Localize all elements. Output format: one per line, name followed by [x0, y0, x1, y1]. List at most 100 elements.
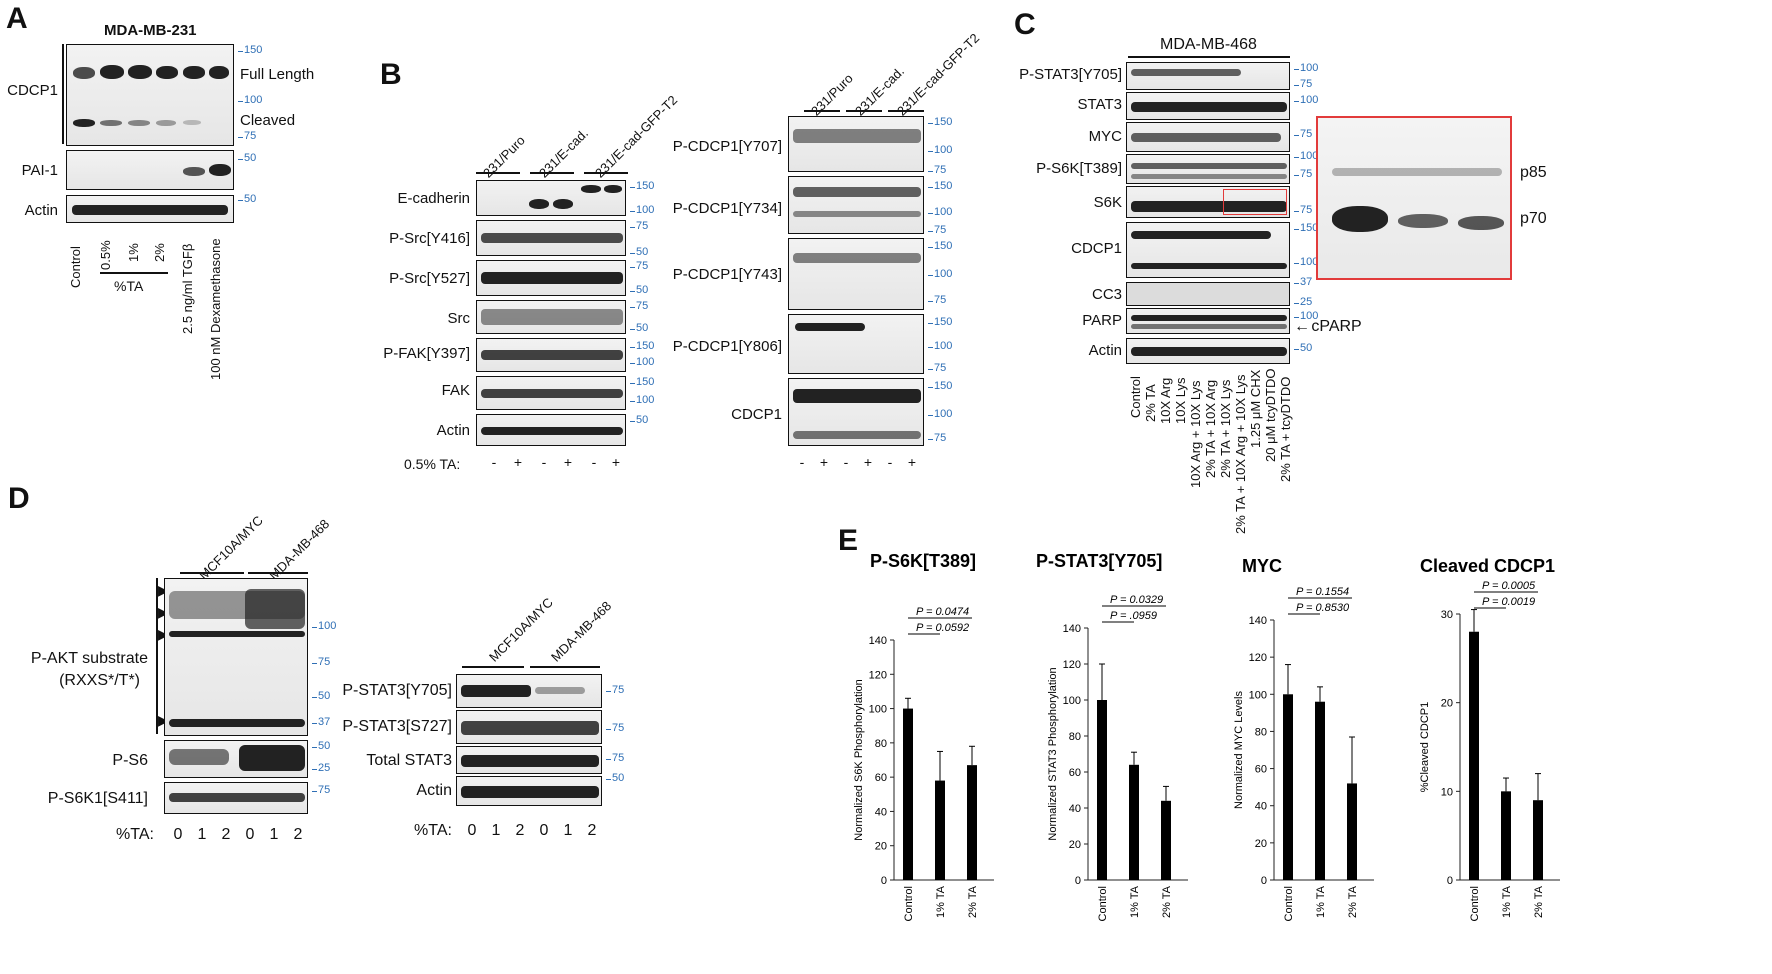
chart-title: Cleaved CDCP1	[1420, 556, 1555, 576]
y-tick-label: 0	[1447, 875, 1453, 887]
mw-label: 50	[237, 152, 257, 164]
mw-label: 100	[629, 204, 655, 216]
panel-d-blot	[164, 578, 308, 736]
ta-value: 2	[587, 822, 597, 839]
panel-d-row-label: Total STAT3	[366, 752, 452, 769]
bar	[1161, 800, 1171, 880]
panel-c-blot	[1126, 338, 1290, 364]
mw-label: 150	[927, 180, 953, 192]
panel-d-blot	[456, 710, 602, 744]
y-tick-label: 100	[1249, 689, 1267, 701]
panel-d-row-label: Actin	[416, 782, 452, 799]
category-label: 1% TA	[1129, 885, 1141, 918]
mw-label: 75	[629, 260, 649, 272]
panel-d-blot	[456, 674, 602, 708]
panel-d-label: D	[8, 482, 30, 515]
mw-label: 150	[927, 380, 953, 392]
panel-c-inset-p85: p85	[1520, 164, 1547, 181]
mw-label: 75	[629, 220, 649, 232]
y-tick-label: 80	[1069, 731, 1081, 743]
bar	[1283, 694, 1293, 880]
y-axis-label: Normalized S6K Phosphorylation	[853, 679, 865, 840]
mw-label: 75	[1293, 204, 1313, 216]
panel-a-band-full-length: Full Length	[240, 66, 315, 83]
group-line	[888, 110, 924, 112]
panel-b-row-label: FAK	[441, 382, 470, 399]
panel-d-row-label: P-STAT3[S727]	[342, 718, 452, 735]
mw-label: 150	[927, 116, 953, 128]
panel-d-blot	[164, 782, 308, 814]
mw-label: 150	[927, 316, 953, 328]
y-tick-label: 120	[869, 669, 887, 681]
group-line	[530, 172, 574, 174]
panel-c-cparp-arrow: ← cPARP	[1294, 318, 1362, 335]
panel-c-row-label: MYC	[1088, 128, 1122, 145]
y-axis-label: Normalized MYC Levels	[1233, 691, 1245, 809]
panel-a-blot-cdcp1	[66, 44, 234, 146]
panel-c-row-label: P-STAT3[Y705]	[1019, 66, 1122, 83]
mw-label: 50	[237, 193, 257, 205]
mw-label: 100	[1293, 62, 1319, 74]
ta-value: 1	[197, 826, 207, 843]
y-tick-label: 40	[875, 806, 887, 818]
panel-c-blot	[1126, 92, 1290, 120]
sign: -	[591, 454, 597, 470]
group-line	[846, 110, 882, 112]
panel-c-blot	[1126, 308, 1290, 334]
panel-b-blot	[788, 314, 924, 374]
mw-label: 100	[1293, 94, 1319, 106]
panel-b-row-label: P-CDCP1[Y743]	[672, 266, 782, 283]
category-label: Control	[903, 886, 915, 921]
panel-c-inset-p70: p70	[1520, 210, 1547, 227]
mw-label: 100	[927, 408, 953, 420]
panel-a-label: A	[6, 2, 28, 35]
pvalue-label: P = 0.8530	[1296, 602, 1350, 614]
panel-b-blot	[476, 260, 626, 296]
arrow-marker: ▶	[158, 582, 169, 599]
panel-d-blot	[164, 740, 308, 778]
ta-value: 0	[467, 822, 477, 839]
panel-c-row-label: P-S6K[T389]	[1036, 160, 1122, 177]
panel-e-label: E	[838, 524, 859, 557]
mw-label: 100	[311, 620, 337, 632]
panel-b-row-label: P-FAK[Y397]	[383, 345, 470, 362]
mw-label: 50	[629, 322, 649, 334]
group-line	[584, 172, 628, 174]
y-tick-label: 60	[1069, 767, 1081, 779]
chart-title: P-S6K[T389]	[870, 551, 976, 571]
pvalue-label: P = 0.0005	[1482, 580, 1536, 592]
sign: -	[541, 454, 547, 470]
panel-d-bracket	[156, 578, 158, 734]
mw-label: 50	[605, 772, 625, 784]
mw-label: 150	[927, 240, 953, 252]
category-label: 1% TA	[1315, 885, 1327, 918]
sign: +	[513, 454, 523, 470]
mw-label: 75	[927, 224, 947, 236]
mw-label: 100	[927, 268, 953, 280]
panel-a-cell-line: MDA-MB-231	[104, 22, 197, 39]
mw-label: 150	[1293, 222, 1319, 234]
pvalue-label: P = 0.0329	[1110, 594, 1163, 606]
mw-label: 150	[629, 376, 655, 388]
mw-label: 37	[1293, 276, 1313, 288]
pvalue-label: P = .0959	[1110, 610, 1157, 622]
y-tick-label: 0	[881, 875, 887, 887]
y-tick-label: 0	[1261, 875, 1267, 887]
panel-a-blot-actin	[66, 195, 234, 223]
mw-label: 100	[237, 94, 263, 106]
panel-c-blot	[1126, 222, 1290, 278]
panel-d-blot	[456, 746, 602, 774]
bar	[935, 780, 945, 880]
panel-b-blot	[476, 414, 626, 446]
ta-value: 2	[221, 826, 231, 843]
mw-label: 50	[629, 414, 649, 426]
panel-b-blot	[476, 338, 626, 372]
bar	[1469, 631, 1479, 880]
panel-a-bracket	[62, 44, 64, 144]
y-tick-label: 140	[869, 635, 887, 647]
category-label: 1% TA	[1501, 885, 1513, 918]
ta-value: 1	[563, 822, 573, 839]
category-label: Control	[1469, 886, 1481, 921]
ta-value: 2	[515, 822, 525, 839]
